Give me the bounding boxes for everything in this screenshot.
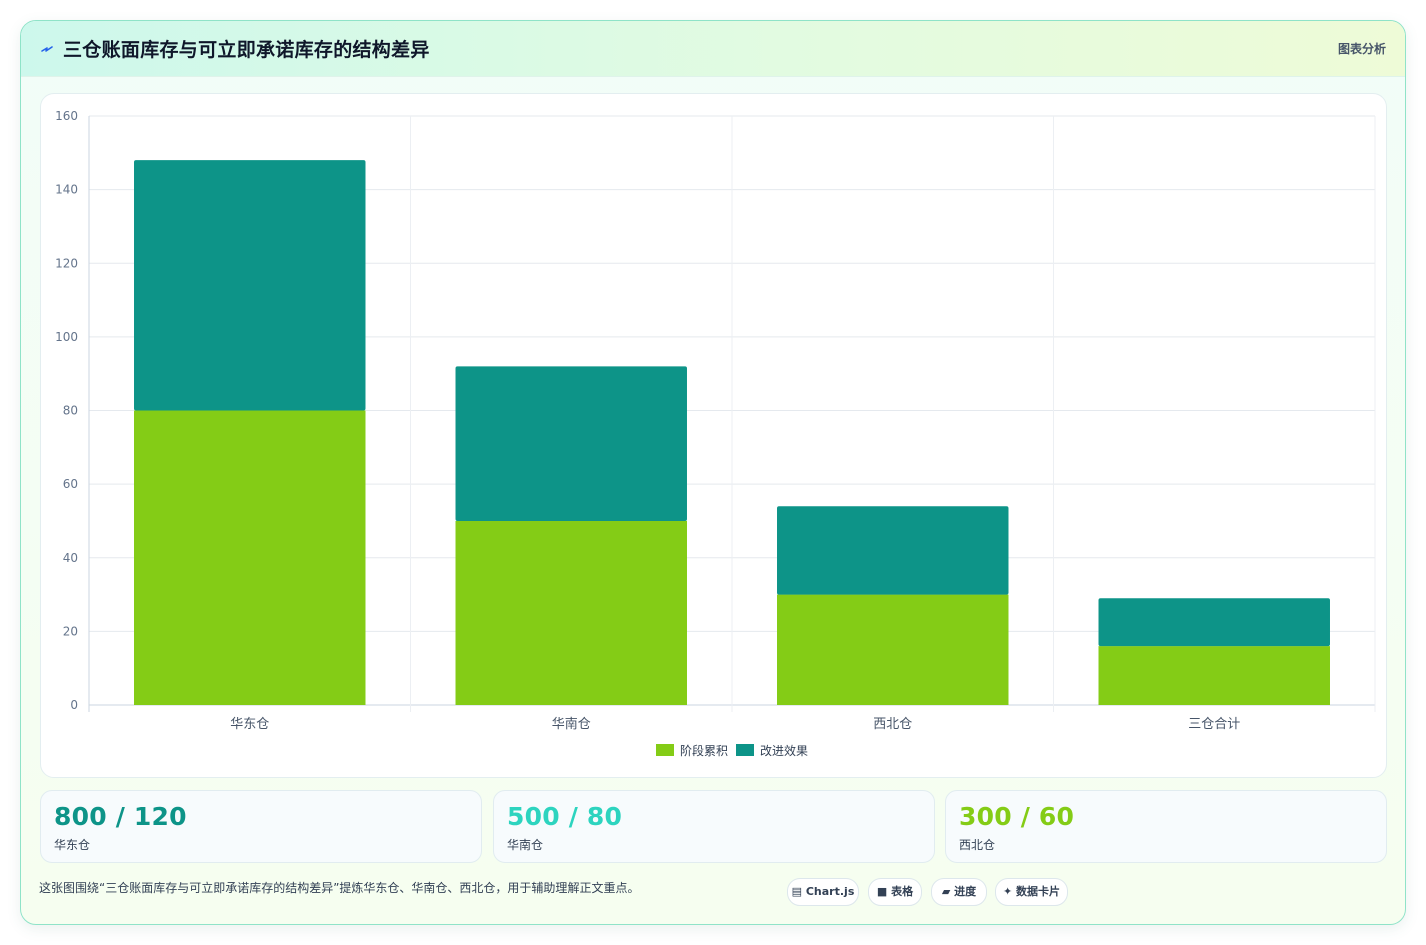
chart-container: 0 20 40 60 80 100 120 140 160 华东仓 华南仓 西北仓 三仓合计阶段累积 改进…	[40, 93, 1387, 778]
tag-label: Chart.js	[805, 885, 855, 898]
stat-card-northwest: 300 / 60 西北仓	[945, 790, 1387, 863]
page-title: 三仓账面库存与可立即承诺库存的结构差异	[63, 39, 430, 61]
tag-label: 表格	[891, 885, 914, 898]
legend-swatch	[656, 744, 674, 756]
x-tick-label: 华南仓	[552, 716, 591, 732]
y-tick-label: 60	[63, 477, 78, 491]
tag-label: 数据卡片	[1016, 885, 1061, 898]
bar-segment	[134, 160, 366, 411]
stat-value: 500 / 80	[507, 802, 623, 831]
x-tick-label: 三仓合计	[1188, 717, 1240, 732]
card-header: 三仓账面库存与可立即承诺库存的结构差异 图表分析	[21, 21, 1405, 77]
stat-card-east: 800 / 120 华东仓	[40, 790, 482, 863]
stat-value: 800 / 120	[54, 802, 187, 831]
x-tick-label: 华东仓	[230, 717, 269, 732]
bar-segment	[1098, 598, 1330, 647]
tag-data-card[interactable]: ✦ 数据卡片	[995, 878, 1068, 906]
y-tick-label: 100	[55, 330, 78, 344]
bar-segment	[134, 410, 366, 705]
stat-label: 华东仓	[54, 838, 91, 852]
y-tick-label: 80	[63, 404, 78, 418]
stat-value: 300 / 60	[959, 802, 1075, 831]
tag-chartjs[interactable]: ▤ Chart.js	[787, 878, 859, 906]
stat-label: 华南仓	[507, 838, 544, 852]
x-tick-label: 西北仓	[873, 717, 912, 732]
stat-card-south: 500 / 80 华南仓	[493, 790, 935, 863]
chart-card: 三仓账面库存与可立即承诺库存的结构差异 图表分析 0 20 40 60 80 100 120…	[20, 20, 1406, 925]
tag-progress[interactable]: ▰ 进度	[931, 878, 987, 906]
bar-segment	[777, 594, 1009, 705]
legend-label: 阶段累积	[680, 743, 728, 758]
table-icon: ■	[876, 885, 888, 898]
chart-caption: 这张图围绕“三仓账面库存与可立即承诺库存的结构差异”提炼华东仓、华南仓、西北仓，…	[39, 881, 640, 895]
sparkle-icon: ✦	[1002, 885, 1013, 898]
bar-segment	[1098, 646, 1330, 705]
y-tick-label: 160	[55, 109, 78, 123]
chart-analysis-badge: 图表分析	[1337, 42, 1386, 56]
y-tick-label: 20	[63, 624, 78, 638]
y-tick-label: 120	[55, 256, 78, 270]
progress-icon: ▰	[941, 885, 951, 898]
y-tick-label: 0	[70, 698, 78, 712]
y-tick-label: 40	[63, 551, 78, 565]
bar-segment	[777, 506, 1009, 595]
y-tick-label: 140	[55, 183, 78, 197]
legend-label: 改进效果	[760, 743, 808, 758]
tag-table[interactable]: ■ 表格	[868, 878, 922, 906]
stat-label: 西北仓	[959, 838, 996, 852]
bar-segment	[455, 366, 687, 521]
tag-label: 进度	[954, 885, 977, 898]
stat-cards: 800 / 120 华东仓 500 / 80 华南仓 300 / 60 西北仓	[40, 790, 1387, 863]
chart-icon: ▤	[791, 885, 803, 898]
bar-segment	[455, 520, 687, 705]
lightning-icon	[41, 46, 53, 52]
legend-swatch	[736, 744, 754, 756]
